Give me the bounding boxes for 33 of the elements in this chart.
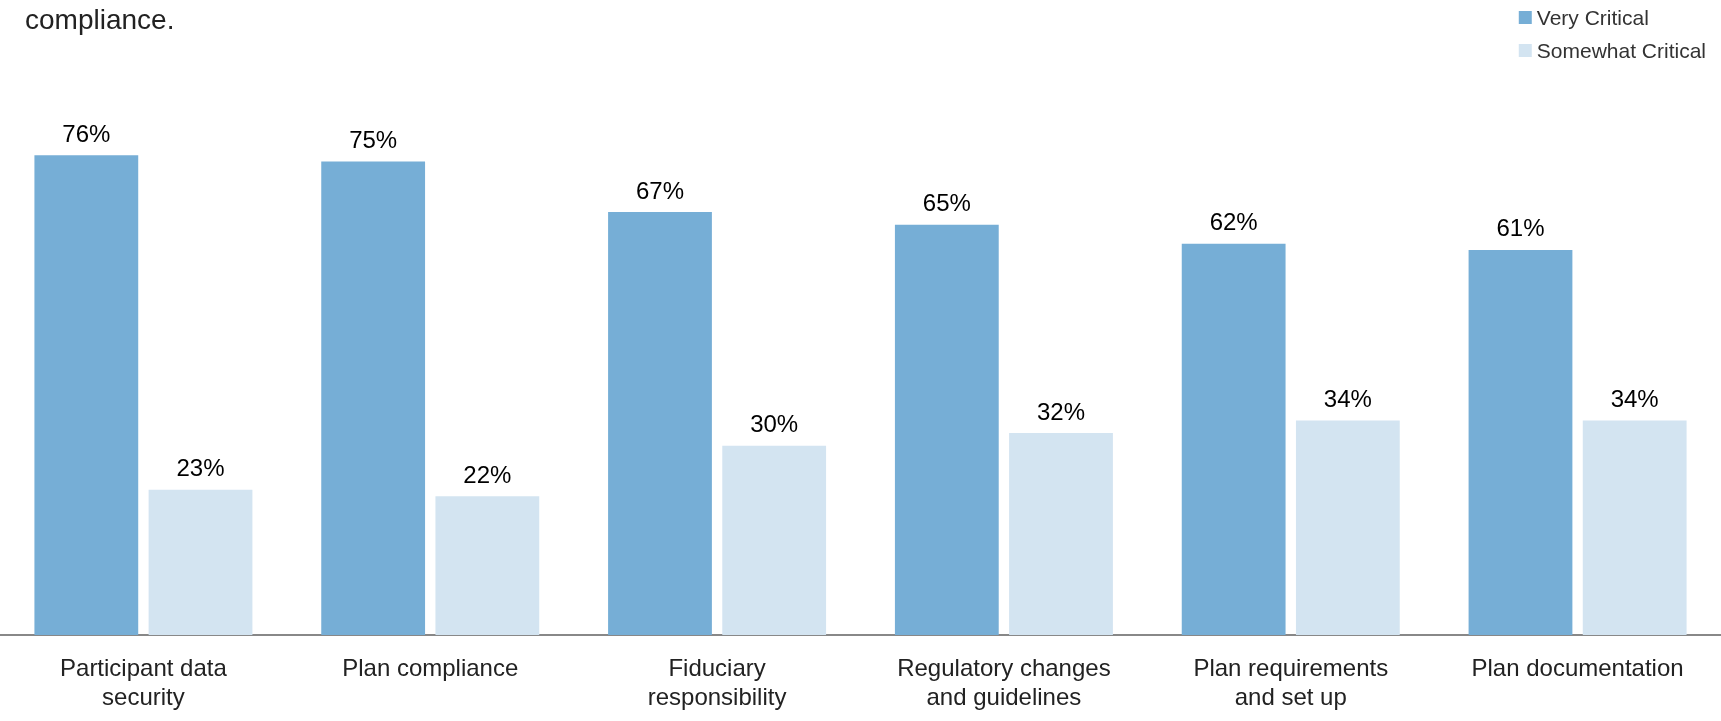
chart-title: compliance.	[25, 3, 175, 35]
bar	[148, 489, 253, 635]
bar	[1181, 243, 1286, 635]
legend-label: Somewhat Critical	[1536, 39, 1707, 62]
legend-label: Very Critical	[1536, 6, 1649, 29]
bar	[722, 445, 827, 635]
data-label: 30%	[750, 410, 799, 438]
data-label: 61%	[1496, 214, 1545, 242]
bar	[435, 496, 540, 635]
data-label: 65%	[922, 189, 971, 217]
data-label: 34%	[1610, 384, 1659, 412]
x-tick-label: Participant data security	[60, 654, 228, 710]
bar	[608, 212, 712, 635]
x-tick-label: Plan requirements and set up	[1193, 654, 1389, 710]
bar	[1582, 420, 1687, 635]
bar	[34, 155, 139, 635]
bar	[1295, 420, 1400, 635]
x-tick-label: Plan documentation	[1471, 654, 1684, 681]
data-label: 32%	[1036, 397, 1086, 425]
bar	[1468, 249, 1573, 635]
x-tick-label: Plan compliance	[342, 654, 519, 681]
bar	[1009, 433, 1113, 635]
bar	[321, 161, 426, 635]
x-tick-label: Fiduciary responsibility	[647, 654, 787, 710]
data-label: 76%	[62, 119, 111, 147]
data-label: 34%	[1323, 384, 1372, 412]
data-label: 22%	[463, 460, 512, 488]
data-label: 62%	[1209, 208, 1258, 236]
data-label: 67%	[635, 176, 685, 204]
bar	[894, 224, 999, 635]
x-tick-label: Regulatory changes and guidelines	[897, 654, 1111, 710]
data-label: 75%	[349, 126, 398, 154]
data-label: 23%	[176, 454, 225, 482]
